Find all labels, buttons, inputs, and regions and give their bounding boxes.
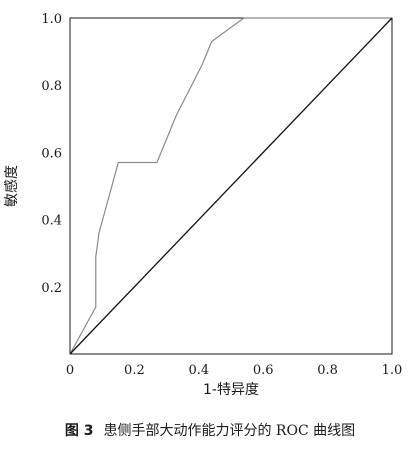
plot-frame: [69, 17, 393, 355]
reference-diagonal-line: [69, 17, 393, 355]
y-tick-label: 0.8: [41, 79, 62, 94]
x-tick-label: 0: [66, 363, 74, 378]
y-tick-label: 1.0: [41, 12, 62, 27]
ticks-layer: 0 0.2 0.4 0.6 0.8 1.0 0.2 0.4 0.6 0.8 1.0: [41, 12, 402, 378]
series-layer: [69, 17, 393, 355]
y-tick-label: 0.2: [41, 281, 62, 296]
y-tick-label: 0.6: [41, 146, 62, 161]
roc-chart: 0 0.2 0.4 0.6 0.8 1.0 0.2 0.4 0.6 0.8 1.0 敏感度 1-特异…: [3, 12, 402, 398]
figure-number: 图 3: [64, 423, 94, 439]
y-axis-label: 敏感度: [3, 165, 20, 207]
figure-caption: 图 3 患侧手部大动作能力评分的 ROC 曲线图: [0, 420, 420, 440]
x-tick-label: 0.2: [124, 363, 145, 378]
caption-text: 患侧手部大动作能力评分的 ROC 曲线图: [103, 423, 356, 439]
roc-curve-line: [69, 17, 392, 355]
y-tick-label: 0.4: [41, 214, 62, 229]
x-tick-label: 1.0: [382, 363, 403, 378]
x-tick-label: 0.8: [317, 363, 338, 378]
x-tick-label: 0.6: [253, 363, 274, 378]
x-tick-label: 0.4: [188, 363, 209, 378]
x-axis-label: 1-特异度: [203, 382, 259, 398]
